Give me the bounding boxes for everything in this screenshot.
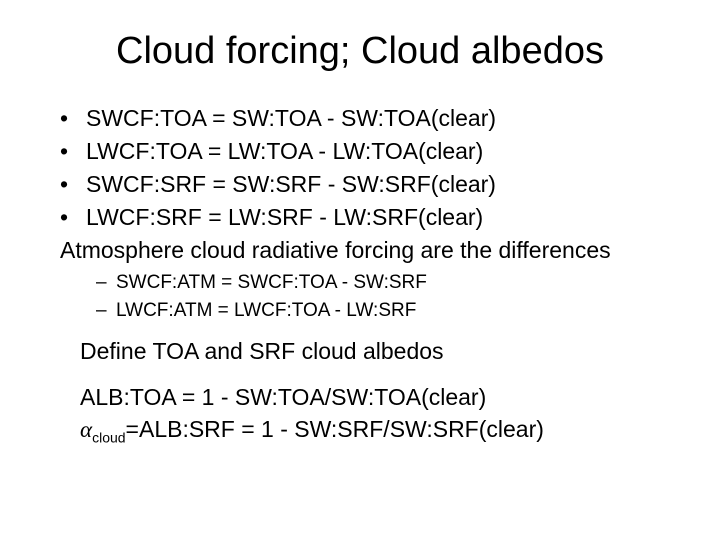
sub-bullet-item: SWCF:ATM = SWCF:TOA - SW:SRF [96, 270, 680, 296]
sub-bullet-item: LWCF:ATM = LWCF:TOA - LW:SRF [96, 298, 680, 324]
bullet-item: SWCF:SRF = SW:SRF - SW:SRF(clear) [60, 169, 680, 200]
bullet-item: SWCF:TOA = SW:TOA - SW:TOA(clear) [60, 103, 680, 134]
define-line: Define TOA and SRF cloud albedos [80, 338, 680, 365]
bullet-item: LWCF:TOA = LW:TOA - LW:TOA(clear) [60, 136, 680, 167]
slide-title: Cloud forcing; Cloud albedos [40, 30, 680, 73]
slide: Cloud forcing; Cloud albedos SWCF:TOA = … [0, 0, 720, 540]
main-bullet-list: SWCF:TOA = SW:TOA - SW:TOA(clear) LWCF:T… [60, 103, 680, 266]
formula-line-2: αcloud=ALB:SRF = 1 - SW:SRF/SW:SRF(clear… [80, 413, 680, 448]
sub-bullet-list: SWCF:ATM = SWCF:TOA - SW:SRF LWCF:ATM = … [96, 270, 680, 323]
bullet-item: LWCF:SRF = LW:SRF - LW:SRF(clear) [60, 202, 680, 233]
wrap-line: Atmosphere cloud radiative forcing are t… [60, 235, 680, 266]
formula-2-rest: =ALB:SRF = 1 - SW:SRF/SW:SRF(clear) [126, 416, 544, 442]
formula-line-1: ALB:TOA = 1 - SW:TOA/SW:TOA(clear) [80, 381, 680, 413]
formula-block: ALB:TOA = 1 - SW:TOA/SW:TOA(clear) αclou… [80, 381, 680, 448]
alpha-subscript: cloud [92, 429, 125, 445]
alpha-symbol: α [80, 417, 92, 442]
